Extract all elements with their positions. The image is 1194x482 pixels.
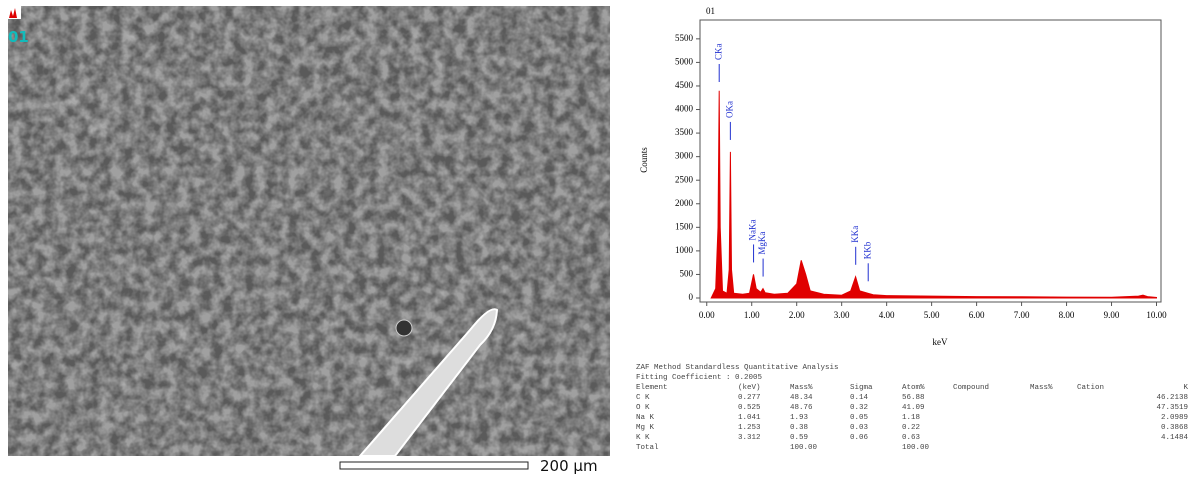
table: Element (keV) Mass% Sigma Atom% Compound Mass%… xyxy=(636,383,1188,453)
y-tick-label: 4500 xyxy=(675,80,694,90)
peak-label: OKa xyxy=(724,101,734,118)
table-cell: 41.09 xyxy=(902,404,925,412)
x-tick-label: 8.00 xyxy=(1059,310,1075,320)
x-tick-label: 7.00 xyxy=(1014,310,1030,320)
spectrum: 01 keV Counts 0 500 1000 1500 2000 2500 3000 35… xyxy=(639,6,1167,347)
table-row: Total 100.00 100.00 xyxy=(636,443,1188,453)
table-cell: 56.88 xyxy=(902,394,925,402)
spectrum-area xyxy=(710,90,1157,299)
table-cell: Total xyxy=(636,444,659,452)
table-cell: 0.38 xyxy=(790,424,809,432)
table-cell: 0.22 xyxy=(902,424,921,432)
table-cell: 0.14 xyxy=(850,394,869,402)
x-tick-label: 4.00 xyxy=(879,310,895,320)
x-tick-label: 1.00 xyxy=(744,310,760,320)
table-cell: 1.041 xyxy=(738,414,761,422)
x-label: keV xyxy=(933,337,948,347)
table-cell: 48.76 xyxy=(790,404,813,412)
table-cell: 47.3519 xyxy=(1156,404,1188,412)
table-cell: Sigma xyxy=(850,384,873,392)
table-cell: 0.525 xyxy=(738,404,761,412)
table-cell: 48.34 xyxy=(790,394,813,402)
table-cell: 3.312 xyxy=(738,434,761,442)
table-cell: Mass% xyxy=(790,384,813,392)
analysis-table: ZAF Method Standardless Quantitative Ana… xyxy=(636,363,1188,453)
fitting: Fitting Coefficient : 0.2005 xyxy=(636,374,763,382)
chart-title: 01 xyxy=(706,6,715,16)
table-row: Element (keV) Mass% Sigma Atom% Compound Mass%… xyxy=(636,383,1188,393)
table-cell: 100.00 xyxy=(902,444,930,452)
image-label: 01 xyxy=(8,28,29,46)
x-tick-label: 6.00 xyxy=(969,310,985,320)
y-tick-label: 2000 xyxy=(675,198,694,208)
table-row: Mg K 1.253 0.38 0.03 0.22 0.3868 xyxy=(636,423,1188,433)
table-cell: Atom% xyxy=(902,384,925,392)
y-label: Counts xyxy=(639,147,649,173)
table-cell: Compound xyxy=(953,384,990,392)
y-tick-label: 5500 xyxy=(675,33,694,43)
table-cell: 0.59 xyxy=(790,434,809,442)
table-row: O K 0.525 48.76 0.32 41.09 47.3519 xyxy=(636,403,1188,413)
peak-label: KKb xyxy=(862,241,872,259)
table-cell: Mass% xyxy=(1030,384,1053,392)
peak-label: NaKa xyxy=(748,219,758,240)
x-tick-label: 0.00 xyxy=(699,310,715,320)
table-title: ZAF Method Standardless Quantitative Ana… xyxy=(636,364,839,372)
table-cell: 100.00 xyxy=(790,444,818,452)
table-cell: O K xyxy=(636,404,650,412)
table-cell: 1.253 xyxy=(738,424,761,432)
table-cell: 0.63 xyxy=(902,434,921,442)
table-cell: 0.06 xyxy=(850,434,869,442)
table-cell: 1.93 xyxy=(790,414,809,422)
y-tick-label: 0 xyxy=(689,292,694,302)
table-cell: 1.18 xyxy=(902,414,921,422)
table-cell: Element xyxy=(636,384,668,392)
table-cell: Na K xyxy=(636,414,655,422)
table-cell: 46.2138 xyxy=(1156,394,1188,402)
table-cell: 4.1484 xyxy=(1160,434,1188,442)
table-cell: 2.0989 xyxy=(1160,414,1188,422)
table-row: Na K 1.041 1.93 0.05 1.18 2.0989 xyxy=(636,413,1188,423)
peak-label: KKa xyxy=(850,226,860,243)
table-cell: 0.277 xyxy=(738,394,761,402)
peak-label: CKa xyxy=(713,43,723,60)
y-tick-label: 4000 xyxy=(675,104,694,114)
table-cell: 0.03 xyxy=(850,424,869,432)
x-tick-label: 10.00 xyxy=(1146,310,1167,320)
table-row: C K 0.277 48.34 0.14 56.88 46.2138 xyxy=(636,393,1188,403)
x-tick-label: 5.00 xyxy=(924,310,940,320)
table-cell: (keV) xyxy=(738,384,761,392)
x-tick-label: 3.00 xyxy=(834,310,850,320)
plot-frame xyxy=(699,19,1162,303)
scale-label: 200 µm xyxy=(540,457,598,475)
x-tick-label: 9.00 xyxy=(1104,310,1120,320)
table-cell: K xyxy=(1183,384,1188,392)
y-tick-label: 1500 xyxy=(675,221,694,231)
y-tick-label: 3500 xyxy=(675,127,694,137)
y-tick-label: 5000 xyxy=(675,56,694,66)
scale-bar xyxy=(339,461,529,470)
peak-label: MgKa xyxy=(757,232,767,255)
y-tick-label: 1000 xyxy=(675,245,694,255)
table-cell: C K xyxy=(636,394,650,402)
icon-peak xyxy=(9,8,17,18)
table-cell: 0.3868 xyxy=(1160,424,1188,432)
table-row: K K 3.312 0.59 0.06 0.63 4.1484 xyxy=(636,433,1188,443)
sem-image xyxy=(8,6,610,456)
table-cell: 0.05 xyxy=(850,414,869,422)
table-cell: Cation xyxy=(1077,384,1105,392)
y-tick-label: 500 xyxy=(680,269,694,279)
table-cell: 0.32 xyxy=(850,404,869,412)
table-cell: K K xyxy=(636,434,650,442)
y-tick-label: 3000 xyxy=(675,151,694,161)
y-tick-label: 2500 xyxy=(675,174,694,184)
table-cell: Mg K xyxy=(636,424,655,432)
x-tick-label: 2.00 xyxy=(789,310,805,320)
